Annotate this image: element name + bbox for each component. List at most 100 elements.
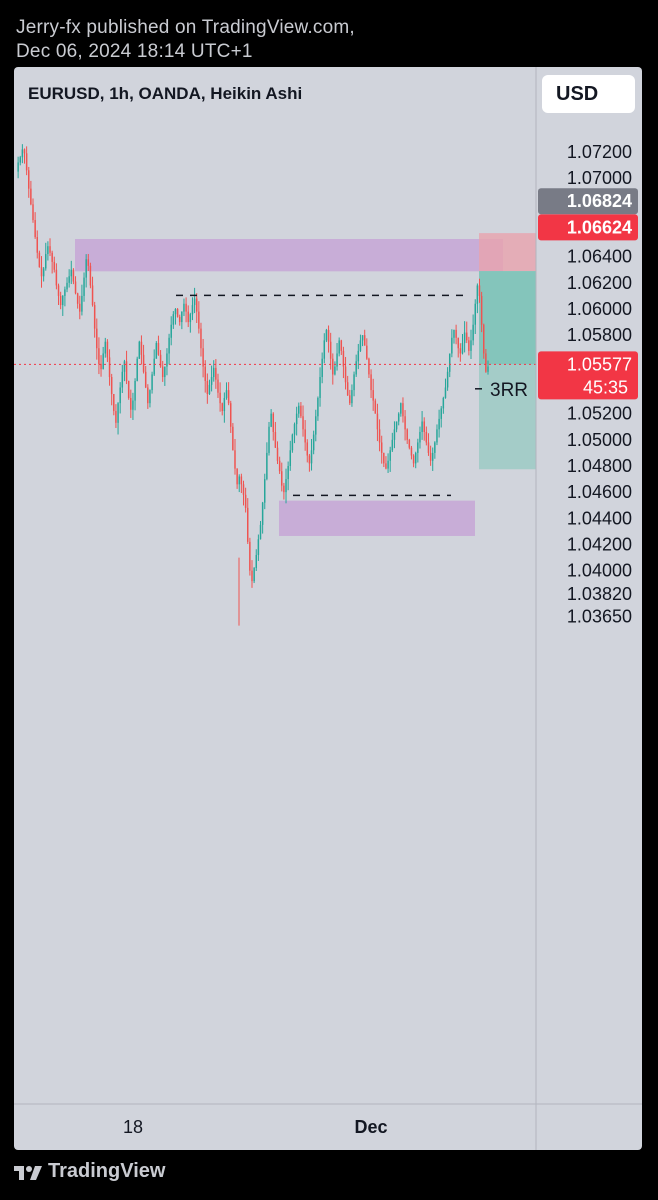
candle-body — [417, 442, 419, 453]
candle-body — [302, 416, 304, 430]
candle-body — [351, 390, 353, 404]
price-tick-label: 1.07000 — [567, 168, 632, 188]
candle-body — [238, 476, 240, 485]
candle-body — [240, 476, 243, 485]
publisher-line: Jerry-fx published on TradingView.com, — [16, 17, 355, 38]
candle-body — [261, 502, 264, 525]
currency-button[interactable]: USD — [542, 75, 635, 113]
time-axis[interactable]: 18 Dec — [14, 1103, 642, 1137]
chart-canvas[interactable]: 3RR 1.072001.070001.064001.062001.060001… — [14, 67, 642, 1150]
candle-body — [181, 311, 183, 323]
candle-body — [38, 252, 41, 268]
candle-body — [98, 348, 100, 364]
candle-body — [338, 340, 340, 354]
candle-body — [478, 285, 481, 296]
price-badge-red — [538, 214, 638, 241]
candle-body — [62, 295, 64, 306]
candle-body — [96, 328, 98, 349]
candle-body — [106, 341, 109, 358]
candle-body — [291, 434, 294, 451]
candle-body — [174, 308, 177, 315]
brand-name: TradingView — [48, 1160, 166, 1182]
candle-body — [293, 424, 296, 435]
candle-body — [315, 416, 317, 435]
candle-body — [468, 340, 470, 351]
candle-body — [229, 403, 232, 427]
candle-body — [153, 358, 155, 375]
candle-body — [448, 353, 451, 372]
candle-body — [310, 450, 313, 464]
candle-body — [281, 471, 283, 486]
candle-body — [149, 390, 151, 404]
candle-body — [249, 541, 251, 571]
candle-body — [385, 463, 387, 469]
candle-body — [21, 149, 24, 158]
candle-body — [200, 328, 202, 349]
candle-body — [434, 442, 436, 453]
candle-body — [91, 285, 94, 306]
candle-body — [253, 568, 255, 582]
candle-body — [30, 188, 32, 205]
candle-body — [185, 303, 187, 312]
price-tick-label: 1.06200 — [567, 273, 632, 293]
candle-body — [125, 361, 128, 381]
candle-body — [202, 348, 204, 367]
candle-body — [208, 384, 211, 395]
candle-body — [370, 374, 372, 391]
candle-body — [300, 405, 302, 417]
chart-panel[interactable]: 3RR 1.07200 1.07000 1.06400 1.06200 1.06000 1… — [14, 67, 642, 1150]
symbol-title[interactable]: EURUSD, 1h, OANDA, Heikin Ashi — [28, 84, 303, 103]
candle-body — [119, 387, 121, 404]
candle-body — [397, 413, 400, 422]
price-tick-label: 1.04200 — [567, 534, 632, 554]
candle-body — [408, 439, 411, 448]
tradingview-brand[interactable]: TradingView — [14, 1160, 165, 1183]
price-tick-label: 1.06000 — [567, 299, 632, 319]
profit-zone-filled — [479, 271, 536, 365]
candle-body — [472, 324, 474, 341]
candle-body — [176, 308, 179, 317]
candle-body — [414, 452, 417, 464]
candle-body — [81, 295, 83, 312]
candle-body — [361, 335, 364, 341]
candle-body — [212, 367, 215, 378]
candle-body — [372, 390, 374, 401]
candle-body — [274, 431, 277, 448]
candle-body — [34, 220, 36, 238]
candle-body — [474, 303, 476, 325]
candle-body — [317, 397, 319, 417]
price-axis[interactable]: 1.07200 1.07000 1.06400 1.06200 1.06000 1.058… — [535, 67, 638, 1150]
candle-body — [123, 361, 126, 372]
candle-body — [168, 337, 170, 354]
zone-layer — [75, 233, 536, 536]
candle-body — [232, 426, 234, 451]
current-price-value: 1.05577 — [567, 354, 632, 374]
tradingview-logo-icon — [14, 1165, 42, 1180]
candle-body — [268, 426, 270, 453]
candle-body — [378, 429, 381, 443]
candle-body — [223, 397, 226, 412]
candle-body — [270, 413, 272, 427]
candle-body — [412, 455, 415, 464]
candle-body — [334, 366, 336, 375]
candle-body — [159, 354, 162, 367]
candle-body — [140, 341, 143, 355]
candle-body — [266, 452, 268, 480]
candle-body — [236, 468, 238, 485]
candle-body — [451, 337, 453, 354]
candle-body — [221, 403, 223, 412]
candle-body — [28, 170, 30, 189]
candle-body — [127, 380, 130, 398]
candle-body — [387, 460, 389, 469]
candle-body — [74, 281, 77, 294]
candle-body — [298, 405, 300, 414]
stop-loss-zone — [479, 233, 536, 272]
candle-body — [485, 353, 487, 372]
price-tick-label: 1.04600 — [567, 482, 632, 502]
candle-layer — [17, 144, 489, 626]
candle-body — [115, 411, 117, 423]
candle-body — [455, 329, 457, 338]
price-tick-label: 1.04000 — [567, 561, 632, 581]
candle-body — [64, 289, 66, 296]
candle-body — [142, 354, 145, 372]
